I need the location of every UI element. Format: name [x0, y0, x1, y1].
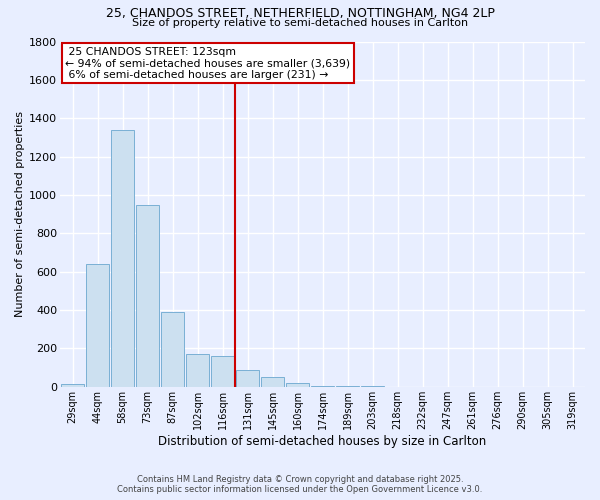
Text: Size of property relative to semi-detached houses in Carlton: Size of property relative to semi-detach… [132, 18, 468, 28]
Bar [236, 370, 259, 387]
Text: 25 CHANDOS STREET: 123sqm
← 94% of semi-detached houses are smaller (3,639)
 6% : 25 CHANDOS STREET: 123sqm ← 94% of semi-… [65, 46, 350, 80]
X-axis label: Distribution of semi-detached houses by size in Carlton: Distribution of semi-detached houses by … [158, 434, 487, 448]
Bar [311, 386, 334, 387]
Y-axis label: Number of semi-detached properties: Number of semi-detached properties [15, 111, 25, 317]
Bar [187, 354, 209, 387]
Bar [112, 130, 134, 387]
Bar [211, 356, 234, 387]
Bar [136, 204, 159, 387]
Bar [161, 312, 184, 387]
Bar [61, 384, 84, 387]
Bar [261, 377, 284, 387]
Bar [86, 264, 109, 387]
Text: 25, CHANDOS STREET, NETHERFIELD, NOTTINGHAM, NG4 2LP: 25, CHANDOS STREET, NETHERFIELD, NOTTING… [106, 8, 494, 20]
Text: Contains HM Land Registry data © Crown copyright and database right 2025.
Contai: Contains HM Land Registry data © Crown c… [118, 474, 482, 494]
Bar [286, 383, 309, 387]
